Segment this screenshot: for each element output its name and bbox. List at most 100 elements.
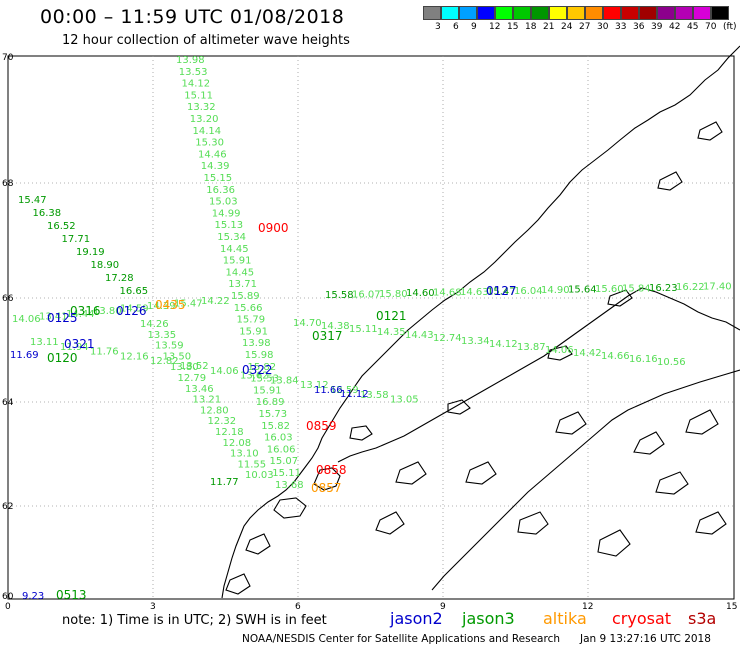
x-tick-6: 6	[295, 602, 301, 612]
wave-height-east-mid: 13.34	[461, 336, 490, 347]
colorbar-label: 21	[543, 22, 555, 32]
wave-height-east-top: 16.22	[676, 282, 705, 293]
legend-jason2: jason2	[390, 609, 443, 628]
value-9-23: 9.23	[22, 591, 44, 602]
wave-height-ns-track: 14.45	[220, 244, 249, 255]
wave-height-ns-track: 13.53	[179, 67, 208, 78]
wave-height-diag-right: 12.32	[208, 416, 237, 427]
pass-label-0120: 0120	[47, 351, 78, 365]
wave-height-west-row: 14.22	[201, 296, 230, 307]
y-tick-60: 60	[2, 592, 14, 602]
wave-height-east-mid: 14.70	[293, 318, 322, 329]
wave-height-diag-right: 12.18	[215, 427, 244, 438]
wave-height-lower-row: 12.59	[330, 385, 359, 396]
wave-height-ns-track: 15.98	[245, 350, 274, 361]
wave-height-diag-right: 13.59	[155, 341, 184, 352]
wave-height-ns-track: 15.82	[261, 421, 290, 432]
legend-cryosat-label: cryosat	[612, 609, 672, 628]
wave-height-ns-track: 16.06	[267, 444, 296, 455]
wave-height-ns-track: 14.12	[182, 79, 211, 90]
y-tick-68: 68	[2, 179, 14, 189]
wave-height-diag-left: 15.47	[18, 195, 47, 206]
wave-height-ns-track: 13.98	[176, 55, 205, 66]
colorbar-label: 33	[615, 22, 627, 32]
colorbar-cell	[675, 6, 693, 20]
footer-note: note: 1) Time is in UTC; 2) SWH is in fe…	[62, 613, 327, 628]
wave-height-lower-row: 12.16	[120, 351, 149, 362]
map-subtitle: 12 hour collection of altimeter wave hei…	[62, 33, 350, 48]
wave-height-diag-right: 12.08	[223, 438, 252, 449]
wave-height-east-top: 14.63	[460, 287, 489, 298]
value-11-77: 11.77	[210, 477, 239, 488]
wave-height-ns-track: 15.15	[204, 173, 233, 184]
wave-height-ns-track: 15.66	[234, 303, 263, 314]
legend-jason3-label: jason3	[462, 609, 515, 628]
wave-height-diag-right: 13.35	[148, 330, 177, 341]
x-tick-3: 3	[150, 602, 156, 612]
wave-height-east-top: 15.64	[568, 285, 597, 296]
wave-height-lower-row: 13.12	[300, 380, 329, 391]
wave-height-ns-track: 16.36	[206, 185, 235, 196]
wave-height-ns-track: 15.07	[270, 456, 299, 467]
wave-height-ns-track: 13.32	[187, 102, 216, 113]
colorbar-cell	[603, 6, 621, 20]
map-title: 00:00 – 11:59 UTC 01/08/2018	[40, 6, 345, 28]
y-tick-66: 66	[2, 294, 14, 304]
legend-altika: altika	[543, 609, 587, 628]
wave-height-ns-track: 14.39	[201, 161, 230, 172]
pass-label-0127: 0127	[486, 284, 517, 298]
wave-height-diag-right: 12.80	[200, 405, 229, 416]
wave-height-east-top: 15.47	[487, 286, 516, 297]
wave-height-east-top: 16.23	[649, 283, 678, 294]
legend-altika-label: altika	[543, 609, 587, 628]
x-tick-0: 0	[5, 602, 11, 612]
colorbar-label: 6	[453, 22, 459, 32]
pass-label-0317: 0317	[312, 329, 343, 343]
colorbar-label: 9	[471, 22, 477, 32]
wave-height-east-mid: 15.11	[349, 324, 378, 335]
wave-height-diag-left: 16.52	[47, 221, 76, 232]
wave-height-diag-left: 19.19	[76, 247, 105, 258]
coastline	[221, 45, 740, 599]
wave-height-east-top: 16.04	[514, 286, 543, 297]
wave-height-east-top: 16.07	[352, 289, 381, 300]
wave-height-east-mid: 14.66	[601, 351, 630, 362]
colorbar-cell	[441, 6, 459, 20]
wave-height-ns-track: 15.91	[253, 385, 282, 396]
x-tick-12: 12	[582, 602, 593, 612]
pass-label-0857: 0857	[311, 481, 342, 495]
pass-label-0900: 0900	[258, 221, 289, 235]
y-tick-70: 70	[2, 53, 14, 63]
wave-height-diag-right: 11.55	[238, 459, 267, 470]
wave-height-ns-track: 15.91	[239, 326, 268, 337]
wave-height-diag-right: 13.50	[163, 351, 192, 362]
pass-labels: 0900 0435 0316 0126 0125 0321 0120 0322 …	[47, 221, 517, 602]
axis-ticks: 0 3 6 9 12 15 70 68 66 64 62 60	[2, 53, 737, 612]
colorbar-label: (ft)	[723, 22, 737, 32]
wave-height-lower-row: 13.58	[360, 390, 389, 401]
colorbar-cell	[657, 6, 675, 20]
value-11-69: 11.69	[10, 350, 39, 361]
footer-credit: NOAA/NESDIS Center for Satellite Applica…	[242, 633, 560, 645]
colorbar-cell	[639, 6, 657, 20]
wave-height-lower-row: 12.82	[150, 356, 179, 367]
wave-height-west-row: 14.44	[66, 309, 95, 320]
colorbar-cell	[513, 6, 531, 20]
wave-height-ns-track: 13.71	[228, 279, 257, 290]
wave-height-east-top: 17.40	[703, 282, 732, 293]
colorbar-label: 27	[579, 22, 591, 32]
wave-height-east-mid: 14.06	[545, 345, 574, 356]
pass-label-0316: 0316	[70, 304, 101, 318]
colorbar-cell	[531, 6, 549, 20]
colorbar-cell	[585, 6, 603, 20]
wave-height-diag-right: 14.26	[140, 319, 169, 330]
x-tick-9: 9	[440, 602, 446, 612]
wave-height-lower-row: 13.11	[30, 337, 59, 348]
value-11-66: 11.66	[314, 385, 343, 396]
grid-lines	[8, 56, 734, 599]
wave-height-diag-right: 13.21	[193, 395, 222, 406]
wave-height-ns-track: 15.03	[209, 197, 238, 208]
colorbar-label: 42	[669, 22, 681, 32]
pass-label-0859: 0859	[306, 419, 337, 433]
wave-height-diag-left: 18.90	[91, 260, 120, 271]
